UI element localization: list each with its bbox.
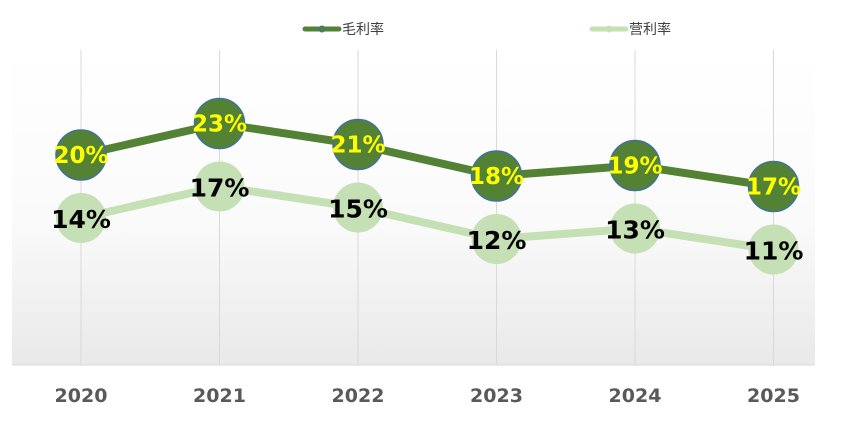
data-label-s1-2022: 21% bbox=[330, 133, 385, 159]
legend-label-1: 毛利率 bbox=[342, 21, 384, 38]
x-tick-label-2024: 2024 bbox=[609, 385, 662, 407]
x-tick-label-2021: 2021 bbox=[193, 385, 246, 407]
legend-marker-1 bbox=[318, 25, 326, 33]
legend-label-2: 营利率 bbox=[629, 21, 671, 38]
data-label-s2-2023: 12% bbox=[467, 226, 527, 255]
data-label-s2-2025: 11% bbox=[744, 237, 804, 266]
marker-s1-2023 bbox=[470, 150, 523, 202]
legend-marker-2 bbox=[605, 25, 613, 33]
x-tick-label-2025: 2025 bbox=[747, 385, 800, 407]
data-label-s1-2025: 17% bbox=[746, 175, 801, 201]
marker-s1-2025 bbox=[747, 160, 800, 213]
data-label-s1-2023: 18% bbox=[469, 164, 524, 190]
marker-s1-2022 bbox=[332, 118, 384, 171]
marker-s2-2020 bbox=[56, 193, 106, 243]
marker-s2-2022 bbox=[333, 182, 383, 233]
data-label-s2-2022: 15% bbox=[328, 195, 388, 224]
data-label-s2-2021: 17% bbox=[190, 174, 250, 203]
marker-s1-2020 bbox=[55, 129, 107, 181]
marker-s2-2024 bbox=[610, 203, 660, 254]
x-tick-label-2022: 2022 bbox=[332, 385, 385, 407]
data-label-s2-2020: 14% bbox=[51, 205, 111, 234]
x-tick-label-2023: 2023 bbox=[470, 385, 523, 407]
marker-s2-2025 bbox=[748, 224, 799, 275]
data-label-s1-2024: 19% bbox=[607, 154, 662, 180]
data-label-s1-2021: 23% bbox=[192, 112, 247, 138]
data-label-s2-2024: 13% bbox=[605, 216, 665, 245]
marker-s2-2023 bbox=[471, 214, 522, 264]
x-tick-label-2020: 2020 bbox=[55, 385, 108, 407]
plot-area bbox=[12, 50, 815, 365]
marker-s1-2024 bbox=[609, 139, 661, 192]
data-label-s1-2020: 20% bbox=[53, 143, 108, 169]
marker-s1-2021 bbox=[193, 97, 246, 150]
marker-s2-2021 bbox=[194, 161, 245, 212]
